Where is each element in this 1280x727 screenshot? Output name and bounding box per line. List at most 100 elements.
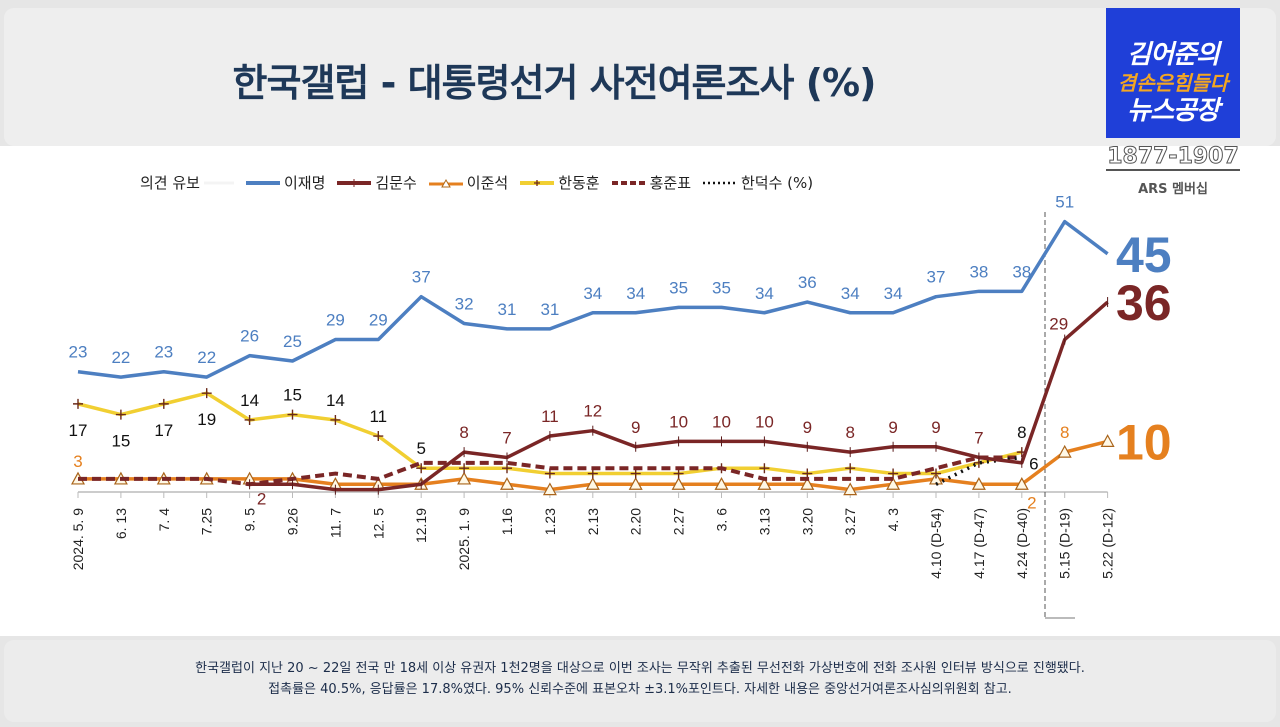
data-point — [714, 477, 729, 490]
data-label: 51 — [1055, 193, 1074, 212]
x-tick-label: 1.16 — [499, 508, 515, 535]
data-label: 32 — [455, 294, 474, 313]
legend-swatch — [703, 181, 737, 184]
data-label: 5 — [416, 439, 425, 458]
data-label: 23 — [69, 343, 88, 362]
legend-label: 한덕수 (%) — [741, 174, 814, 192]
x-tick-label: 2024. 5. 9 — [70, 508, 86, 570]
data-point — [800, 477, 815, 490]
data-point — [587, 468, 598, 479]
data-label: 23 — [154, 343, 173, 362]
x-tick-label: 7. 4 — [156, 508, 172, 532]
x-tick-label: 3. 6 — [714, 508, 730, 532]
data-label: 17 — [154, 421, 173, 440]
x-tick-label: 3.13 — [756, 508, 772, 535]
data-label: 11 — [369, 407, 387, 426]
data-point — [499, 477, 515, 490]
data-label: 36 — [798, 273, 817, 292]
x-tick-label: 2025. 1. 9 — [456, 508, 472, 570]
series-line — [935, 455, 1023, 486]
data-point — [845, 463, 856, 474]
legend-item-lee-jae-myung: 이재명 — [245, 172, 325, 193]
data-label: 26 — [240, 327, 259, 346]
data-label: 34 — [884, 284, 903, 303]
data-point — [843, 482, 858, 496]
data-point — [1057, 444, 1072, 458]
title-panel: 한국갤럽 - 대통령선거 사전여론조사 (%) — [4, 8, 1276, 146]
data-label: 8 — [1060, 423, 1069, 442]
data-point — [158, 398, 169, 409]
data-label: 8 — [845, 423, 854, 442]
data-point — [888, 468, 899, 479]
data-label: 9 — [888, 418, 897, 437]
show-logo: 김어준의 겸손은힘들다 뉴스공장 — [1106, 8, 1240, 138]
data-label: 8 — [1017, 423, 1026, 442]
data-point — [244, 414, 255, 425]
data-point — [201, 388, 212, 399]
x-tick-label: 2.13 — [585, 508, 601, 535]
data-point — [759, 463, 770, 474]
data-label: 34 — [583, 284, 602, 303]
data-label: 34 — [626, 284, 645, 303]
legend-item-hong-joon-pyo: 홍준표 — [611, 172, 691, 193]
legend: 의견 유보 이재명 김문수 이준석 한동훈 홍준표 한덕수 (%) — [140, 172, 819, 193]
data-point — [931, 468, 941, 479]
data-label: 14 — [326, 391, 345, 410]
ars-membership: ARS 멤버십 — [1138, 182, 1208, 197]
data-label: 12 — [583, 402, 602, 421]
data-label: 15 — [111, 432, 130, 451]
data-label: 6 — [1029, 454, 1038, 473]
data-point — [73, 398, 83, 409]
data-point — [971, 477, 986, 490]
data-point — [287, 409, 298, 420]
x-tick-label: 12.19 — [413, 508, 429, 543]
data-label: 2 — [257, 489, 266, 508]
legend-item-kim-moon-soo: 김문수 — [337, 172, 417, 193]
x-tick-label: 2.27 — [671, 508, 687, 535]
data-label: 22 — [197, 348, 216, 367]
x-tick-label: 1.23 — [542, 508, 558, 535]
x-tick-label: 5.22 (D-12) — [1100, 508, 1116, 579]
legend-label: 홍준표 — [649, 174, 691, 192]
data-point — [671, 477, 686, 490]
legend-label: 한동훈 — [558, 174, 600, 192]
data-label: 10 — [712, 412, 731, 431]
data-label: 9 — [803, 418, 812, 437]
data-point — [673, 468, 684, 479]
series-line — [77, 219, 1109, 379]
data-point — [373, 431, 384, 442]
x-tick-label: 4.10 (D-54) — [928, 508, 944, 579]
data-label: 25 — [283, 332, 302, 351]
x-tick-label: 9. 5 — [242, 508, 258, 532]
footnote-line2: 접촉률은 40.5%, 응답률은 17.8%였다. 95% 신뢰수준에 표본오차… — [268, 682, 1012, 697]
data-label: 3 — [73, 452, 82, 471]
x-tick-label: 4.24 (D-40) — [1014, 508, 1030, 579]
footnote-line1: 한국갤럽이 지난 20 ~ 22일 전국 만 18세 이상 유권자 1천2명을 … — [195, 661, 1085, 676]
data-label: 9 — [631, 418, 640, 437]
data-label: 19 — [197, 410, 216, 429]
data-label: 11 — [541, 407, 559, 426]
data-label: 31 — [540, 300, 559, 319]
data-label: 34 — [841, 284, 860, 303]
data-label: 10 — [669, 412, 688, 431]
data-label: 35 — [712, 278, 731, 297]
data-point — [115, 409, 126, 420]
x-tick-label: 7.25 — [199, 508, 215, 535]
data-point — [502, 463, 512, 474]
legend-item-han-dong-hoon: 한동훈 — [520, 172, 600, 193]
data-point — [757, 477, 772, 490]
data-point — [802, 468, 813, 479]
data-point — [542, 482, 557, 496]
data-label: 7 — [974, 428, 983, 447]
legend-swatch — [245, 180, 280, 185]
x-tick-label: 9.26 — [285, 508, 301, 535]
data-label: 31 — [498, 300, 517, 319]
data-point — [416, 463, 427, 474]
data-point — [886, 477, 901, 490]
x-tick-label: 6. 13 — [113, 508, 129, 539]
survey-footnote: 한국갤럽이 지난 20 ~ 22일 전국 만 18세 이상 유권자 1천2명을 … — [4, 640, 1276, 722]
x-tick-label: 3.27 — [842, 508, 858, 535]
data-label: 37 — [927, 268, 946, 287]
data-label: 29 — [326, 311, 345, 330]
logo-line2: 겸손은힘들다 — [1117, 71, 1229, 95]
